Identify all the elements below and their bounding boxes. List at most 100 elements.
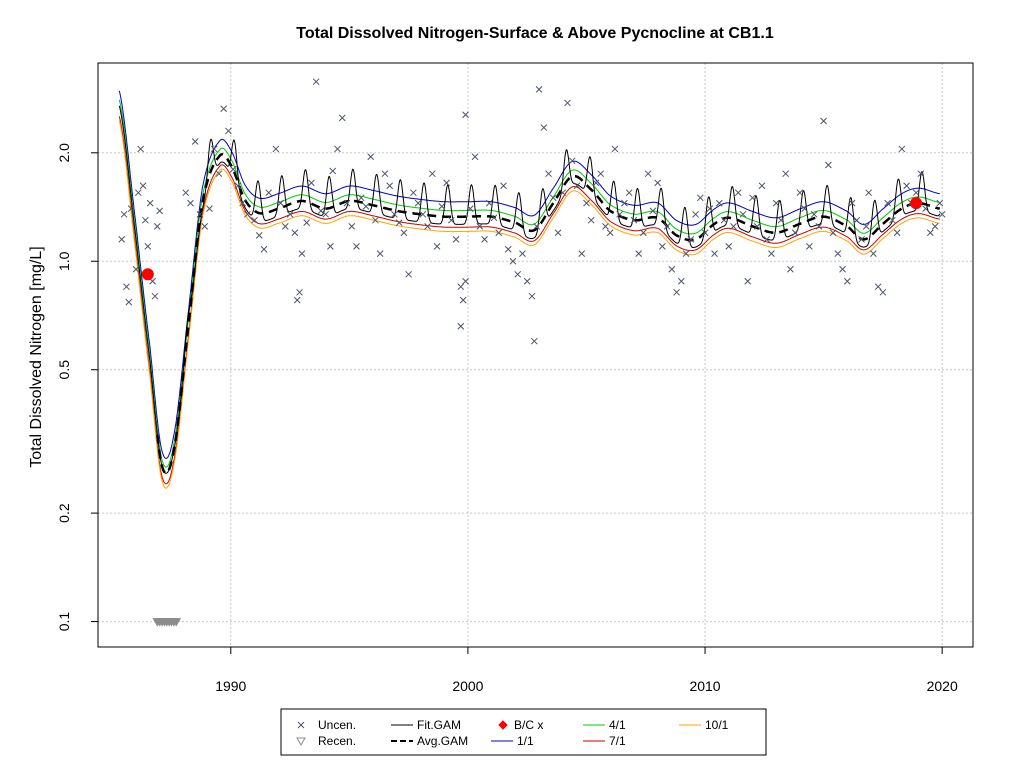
- uncensored-point: [687, 236, 695, 243]
- uncensored-point: [578, 250, 586, 257]
- uncensored-point: [701, 229, 709, 237]
- uncensored-point: [597, 170, 605, 178]
- uncensored-point: [772, 199, 780, 207]
- uncensored-point: [635, 250, 643, 257]
- uncensored-point: [834, 250, 842, 257]
- uncensored-point: [782, 170, 790, 178]
- uncensored-point: [142, 216, 149, 224]
- uncensored-point: [791, 229, 799, 237]
- uncensored-point: [410, 189, 417, 197]
- fit-gam-line: [118, 105, 941, 474]
- uncensored-point: [139, 182, 147, 190]
- uncensored-point: [931, 222, 939, 230]
- uncensored-point: [606, 229, 614, 237]
- legend: Uncen. Recen. Fit.GAM Avg.GAM B/C x 1/1 4/1 7/1…: [280, 708, 767, 756]
- uncensored-point: [621, 199, 628, 207]
- uncensored-point: [272, 145, 280, 153]
- uncensored-point: [490, 214, 498, 222]
- uncensored-point: [229, 165, 237, 173]
- uncensored-point: [801, 205, 808, 212]
- uncensored-point: [528, 292, 536, 300]
- uncensored-point: [144, 242, 152, 250]
- uncensored-point: [734, 189, 742, 197]
- uncensored-point: [523, 277, 531, 285]
- legend-label: Fit.GAM: [417, 718, 461, 732]
- uncensored-point: [329, 167, 337, 175]
- uncensored-point: [649, 207, 657, 215]
- uncensored-point: [500, 182, 507, 190]
- uncensored-point: [357, 194, 365, 202]
- uncensored-point: [644, 170, 652, 178]
- uncensored-point: [286, 210, 294, 218]
- uncensored-point: [592, 179, 600, 187]
- uncensored-point: [884, 199, 891, 207]
- uncensored-point: [127, 205, 135, 212]
- uncensored-point: [424, 222, 431, 230]
- seasonal-curve-7-1: [118, 116, 940, 485]
- legend-label: Recen.: [318, 734, 356, 748]
- legend-label: Avg.GAM: [417, 734, 468, 748]
- uncensored-point: [938, 210, 946, 218]
- bc-point: [141, 268, 154, 281]
- uncensored-point: [810, 210, 818, 218]
- uncensored-point: [711, 250, 718, 257]
- uncensored-point: [225, 127, 232, 135]
- uncensored-point: [568, 157, 576, 165]
- uncensored-point: [277, 199, 284, 207]
- uncensored-point: [239, 199, 247, 207]
- uncensored-point: [706, 205, 714, 212]
- uncensored-point: [338, 114, 346, 122]
- uncensored-point: [137, 145, 145, 153]
- uncensored-point: [206, 205, 213, 212]
- uncensored-point: [549, 194, 557, 202]
- uncensored-point: [640, 229, 647, 237]
- uncensored-point: [554, 229, 562, 237]
- uncensored-point: [587, 216, 595, 224]
- uncensored-point: [153, 222, 161, 230]
- uncensored-point: [414, 199, 422, 207]
- uncensored-point: [495, 229, 503, 237]
- fit-gam-layer: [118, 105, 941, 474]
- seasonal-curve-1-1: [118, 90, 940, 459]
- uncensored-point: [806, 242, 813, 250]
- legend-label: B/C x: [514, 718, 543, 732]
- uncensored-point: [334, 145, 341, 153]
- uncensored-point: [466, 205, 474, 212]
- uncensored-point: [362, 203, 370, 210]
- uncensored-point: [220, 105, 228, 113]
- uncensored-point: [677, 277, 685, 285]
- uncensored-point: [602, 222, 609, 230]
- legend-label: 4/1: [609, 718, 626, 732]
- y-tick-label: 2.0: [56, 143, 72, 163]
- uncensored-point: [862, 222, 870, 230]
- baseline-current-points: [141, 197, 923, 281]
- recensored-point: [171, 618, 182, 627]
- uncensored-point: [659, 242, 666, 250]
- uncensored-point: [118, 236, 126, 243]
- uncensored-point: [535, 85, 543, 93]
- uncensored-point: [196, 210, 204, 218]
- uncensored-point: [353, 242, 360, 250]
- uncensored-point: [265, 189, 273, 197]
- uncensored-point: [244, 210, 251, 218]
- grid: [98, 63, 973, 647]
- uncensored-point: [564, 99, 571, 107]
- uncensored-point: [611, 145, 619, 153]
- uncensored-point: [853, 216, 861, 224]
- uncensored-point: [367, 153, 375, 161]
- uncensored-point: [715, 199, 723, 207]
- uncensored-point: [879, 288, 887, 296]
- uncensored-point: [874, 283, 882, 291]
- uncensored-point: [462, 277, 469, 285]
- uncensored-point: [462, 111, 469, 119]
- uncensored-point: [663, 222, 671, 230]
- uncensored-point: [509, 257, 517, 265]
- chart-title: Total Dissolved Nitrogen-Surface & Above…: [296, 25, 774, 42]
- uncensored-point: [312, 78, 320, 86]
- uncensored-point: [457, 283, 465, 291]
- uncensored-point: [583, 199, 590, 207]
- uncensored-point: [481, 236, 488, 243]
- axes: 1990 2000 2010 2020 0.1 0.2 0.5 1.0 2.0: [56, 143, 958, 694]
- uncensored-point: [255, 232, 263, 239]
- x-tick-label: 2000: [452, 678, 483, 694]
